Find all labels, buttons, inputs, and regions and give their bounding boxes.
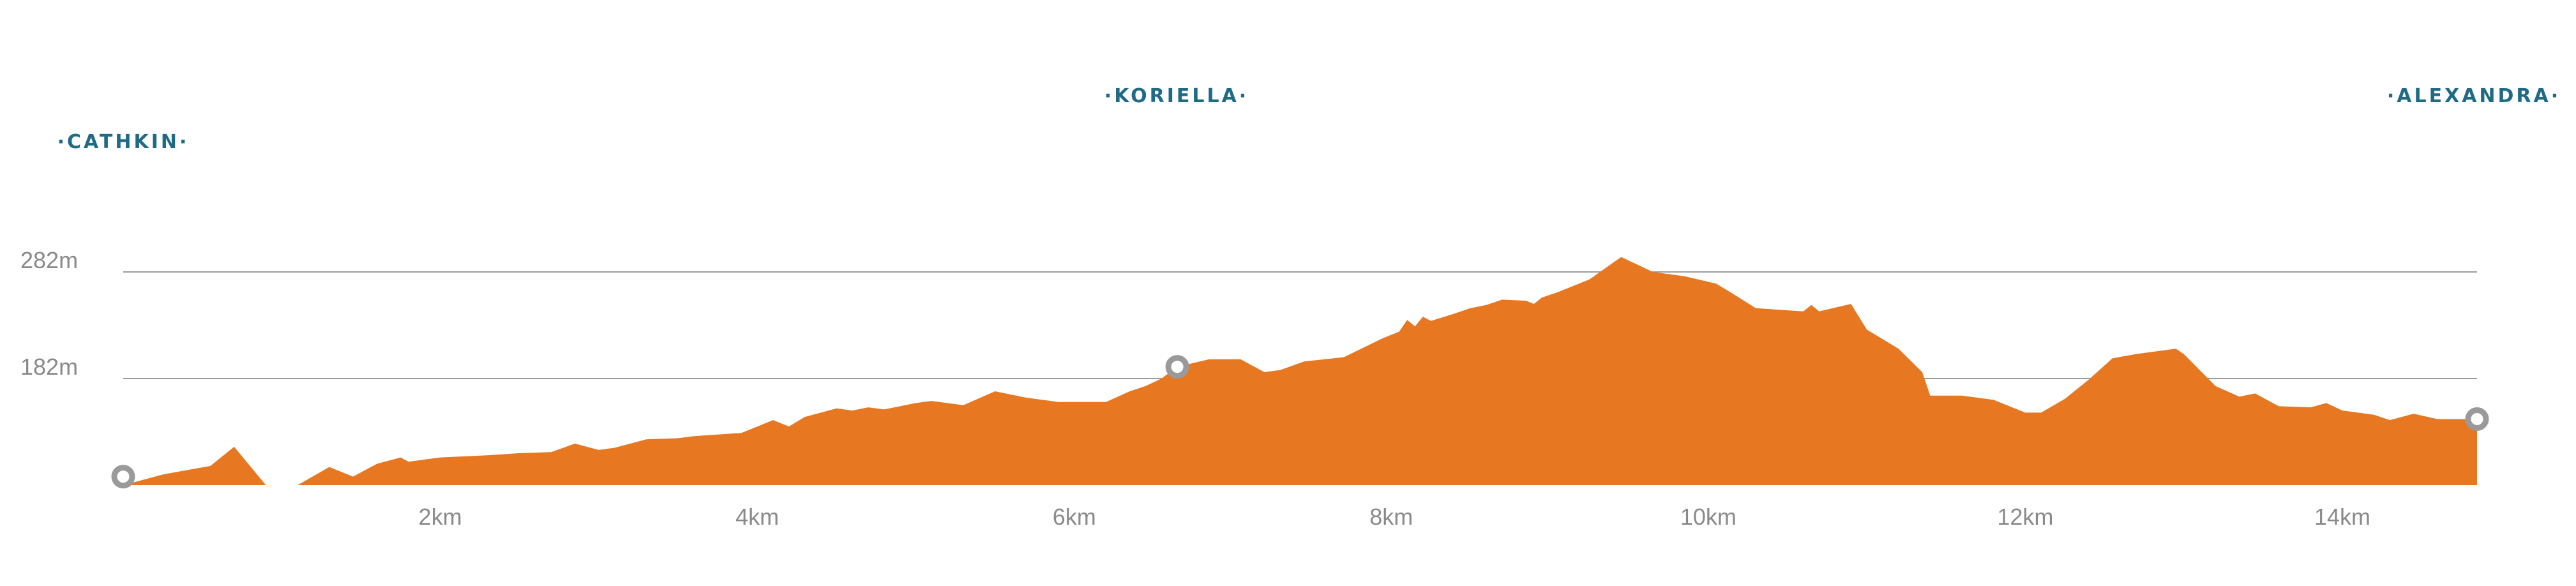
elevation-area: [123, 257, 2477, 485]
waypoint-label: ·KORIELLA·: [1104, 85, 1249, 107]
waypoint-markers: [111, 355, 2489, 489]
waypoint-marker-icon: [1165, 355, 1189, 379]
waypoint-labels: ·CATHKIN· ·KORIELLA· ·ALEXANDRA·: [57, 85, 2561, 153]
x-tick-label: 2km: [419, 504, 462, 530]
x-tick-label: 12km: [1997, 504, 2053, 530]
x-tick-label: 4km: [735, 504, 779, 530]
waypoint-label: ·CATHKIN·: [57, 131, 190, 153]
x-tick-label: 8km: [1369, 504, 1413, 530]
x-tick-label: 6km: [1053, 504, 1096, 530]
y-axis-labels: 182m 282m: [20, 247, 78, 380]
x-tick-label: 14km: [2314, 504, 2370, 530]
waypoint-marker-icon: [2465, 407, 2489, 431]
waypoint-label: ·ALEXANDRA·: [2387, 85, 2561, 107]
waypoint-marker-icon: [111, 465, 135, 489]
y-tick-label: 182m: [20, 354, 78, 380]
x-axis-labels: 2km 4km 6km 8km 10km 12km 14km: [419, 504, 2370, 530]
y-tick-label: 282m: [20, 247, 78, 273]
x-tick-label: 10km: [1680, 504, 1736, 530]
